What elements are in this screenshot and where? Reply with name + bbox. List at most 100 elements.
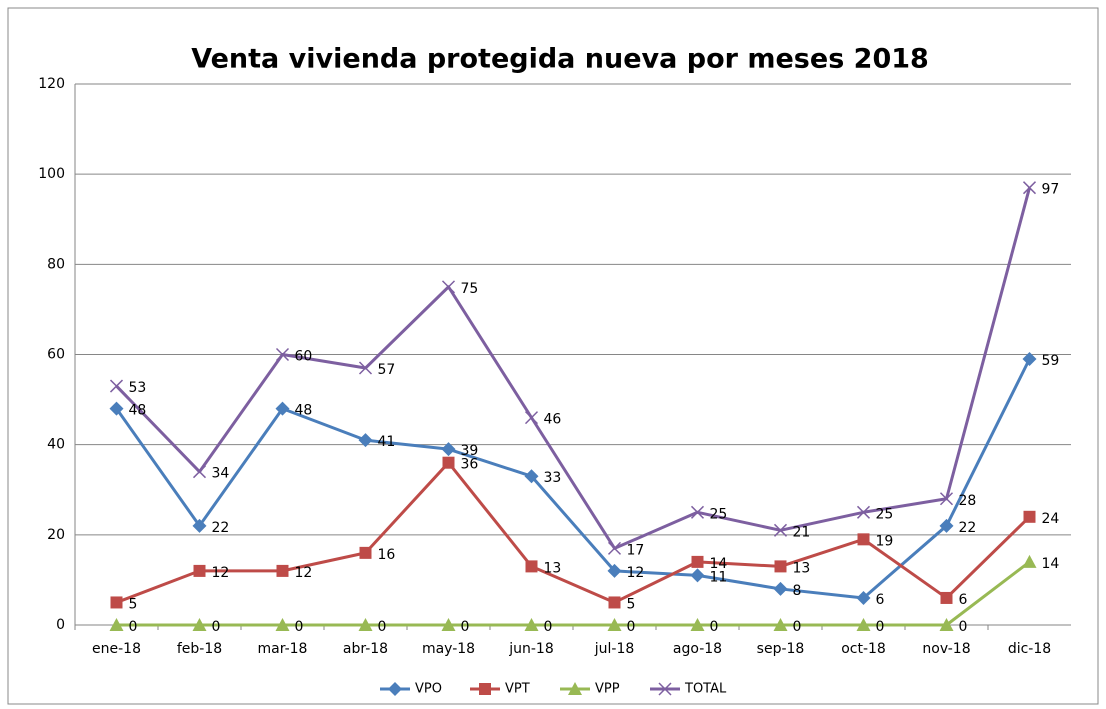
data-label: 12 bbox=[627, 565, 645, 581]
x-tick-label: abr-18 bbox=[343, 641, 388, 657]
data-label: 5 bbox=[129, 596, 138, 612]
data-label: 0 bbox=[793, 619, 802, 635]
marker bbox=[608, 596, 621, 609]
data-label: 6 bbox=[959, 592, 968, 608]
data-label: 75 bbox=[461, 281, 479, 297]
data-label: 60 bbox=[295, 349, 313, 365]
data-label: 0 bbox=[627, 619, 636, 635]
x-tick-label: dic-18 bbox=[1008, 641, 1051, 657]
data-label: 39 bbox=[461, 443, 479, 459]
data-label: 48 bbox=[129, 403, 147, 419]
data-label: 33 bbox=[544, 470, 562, 486]
marker bbox=[441, 618, 456, 631]
marker bbox=[607, 541, 622, 555]
marker bbox=[773, 581, 788, 596]
series-line bbox=[115, 187, 1031, 550]
data-label: 46 bbox=[544, 412, 562, 428]
y-tick-label: 20 bbox=[47, 527, 65, 543]
marker bbox=[940, 591, 953, 604]
y-tick-label: 100 bbox=[38, 166, 65, 182]
marker bbox=[857, 533, 870, 546]
data-label: 36 bbox=[461, 457, 479, 473]
data-label: 12 bbox=[295, 565, 313, 581]
marker bbox=[568, 682, 582, 695]
marker bbox=[275, 618, 290, 631]
x-tick-label: ene-18 bbox=[92, 641, 141, 657]
legend-label: VPO bbox=[415, 682, 442, 697]
marker bbox=[359, 546, 372, 559]
x-tick-label: ago-18 bbox=[673, 641, 722, 657]
data-label: 11 bbox=[710, 569, 728, 585]
data-label: 41 bbox=[378, 434, 396, 450]
marker bbox=[109, 618, 124, 631]
data-label: 59 bbox=[1042, 353, 1060, 369]
marker bbox=[607, 563, 622, 578]
marker bbox=[192, 618, 207, 631]
data-label: 28 bbox=[959, 493, 977, 509]
data-label: 14 bbox=[1042, 556, 1060, 572]
marker bbox=[441, 280, 456, 294]
data-label: 22 bbox=[959, 520, 977, 536]
marker bbox=[441, 442, 456, 457]
x-tick-label: nov-18 bbox=[922, 641, 970, 657]
y-tick-label: 120 bbox=[38, 76, 65, 92]
marker bbox=[109, 379, 124, 393]
y-tick-label: 60 bbox=[47, 347, 65, 363]
x-tick-label: feb-18 bbox=[177, 641, 222, 657]
marker bbox=[774, 560, 787, 573]
data-label: 34 bbox=[212, 466, 230, 482]
data-label: 97 bbox=[1042, 182, 1060, 198]
data-label: 5 bbox=[627, 596, 636, 612]
data-label: 53 bbox=[129, 380, 147, 396]
marker bbox=[110, 596, 123, 609]
marker bbox=[388, 682, 402, 696]
y-tick-label: 40 bbox=[47, 437, 65, 453]
marker bbox=[607, 618, 622, 631]
data-label: 0 bbox=[461, 619, 470, 635]
data-label: 0 bbox=[876, 619, 885, 635]
marker bbox=[690, 618, 705, 631]
x-tick-label: mar-18 bbox=[258, 641, 308, 657]
marker bbox=[691, 555, 704, 568]
legend-label: VPT bbox=[505, 682, 530, 697]
x-tick-label: sep-18 bbox=[757, 641, 805, 657]
marker bbox=[442, 456, 455, 469]
y-tick-label: 0 bbox=[56, 617, 65, 633]
y-tick-label: 80 bbox=[47, 256, 65, 272]
marker bbox=[525, 560, 538, 573]
marker bbox=[192, 518, 207, 533]
x-tick-label: jul-18 bbox=[594, 641, 635, 657]
data-label: 25 bbox=[710, 506, 728, 522]
data-label: 12 bbox=[212, 565, 230, 581]
data-label: 13 bbox=[544, 560, 562, 576]
x-tick-label: jun-18 bbox=[508, 641, 554, 657]
marker bbox=[524, 618, 539, 631]
data-label: 0 bbox=[710, 619, 719, 635]
data-label: 57 bbox=[378, 362, 396, 378]
marker bbox=[1022, 554, 1037, 568]
marker bbox=[658, 682, 672, 696]
marker bbox=[1023, 510, 1036, 523]
marker bbox=[856, 618, 871, 631]
data-label: 0 bbox=[129, 619, 138, 635]
x-tick-label: oct-18 bbox=[841, 641, 886, 657]
data-label: 19 bbox=[876, 533, 894, 549]
marker bbox=[358, 618, 373, 631]
marker bbox=[1022, 352, 1037, 367]
data-label: 0 bbox=[378, 619, 387, 635]
legend-label: VPP bbox=[595, 682, 620, 697]
marker bbox=[524, 469, 539, 484]
marker bbox=[773, 618, 788, 631]
data-label: 48 bbox=[295, 403, 313, 419]
data-label: 24 bbox=[1042, 511, 1060, 527]
data-label: 16 bbox=[378, 547, 396, 563]
data-label: 0 bbox=[212, 619, 221, 635]
marker bbox=[690, 505, 705, 519]
series-line bbox=[116, 560, 1031, 627]
data-label: 14 bbox=[710, 556, 728, 572]
marker bbox=[275, 401, 290, 416]
data-label: 0 bbox=[959, 619, 968, 635]
marker bbox=[939, 518, 954, 533]
